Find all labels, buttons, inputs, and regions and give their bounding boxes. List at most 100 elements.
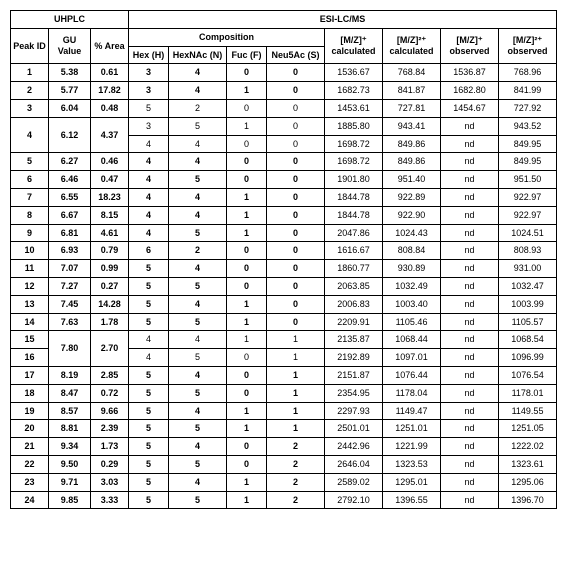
header-gu-value: GU Value <box>49 28 91 64</box>
cell-peak: 24 <box>11 491 49 509</box>
cell-mz1-obs: nd <box>441 117 499 135</box>
header-neu5ac: Neu5Ac (S) <box>267 46 325 64</box>
cell-peak: 2 <box>11 82 49 100</box>
cell-mz1-obs: nd <box>441 366 499 384</box>
table-row: 25.7717.8234101682.73841.871682.80841.99 <box>11 82 557 100</box>
cell-neu5ac: 0 <box>267 64 325 82</box>
cell-hexnac: 4 <box>169 438 227 456</box>
cell-mz2-calc: 930.89 <box>383 260 441 278</box>
cell-mz1-obs: nd <box>441 135 499 153</box>
cell-neu5ac: 0 <box>267 153 325 171</box>
cell-hexnac: 5 <box>169 171 227 189</box>
cell-mz2-calc: 951.40 <box>383 171 441 189</box>
cell-mz2-calc: 1178.04 <box>383 384 441 402</box>
cell-hex: 5 <box>129 473 169 491</box>
cell-peak: 17 <box>11 366 49 384</box>
table-row: 106.930.7962001616.67808.84nd808.93 <box>11 242 557 260</box>
cell-hexnac: 4 <box>169 82 227 100</box>
cell-fuc: 0 <box>227 260 267 278</box>
cell-hex: 4 <box>129 224 169 242</box>
cell-hexnac: 2 <box>169 242 227 260</box>
cell-mz2-calc: 849.86 <box>383 153 441 171</box>
cell-area: 14.28 <box>91 295 129 313</box>
cell-fuc: 1 <box>227 491 267 509</box>
cell-hex: 3 <box>129 64 169 82</box>
cell-hexnac: 4 <box>169 473 227 491</box>
cell-mz2-obs: 1003.99 <box>499 295 557 313</box>
table-row: 249.853.3355122792.101396.55nd1396.70 <box>11 491 557 509</box>
header-composition: Composition <box>129 28 325 46</box>
cell-gu: 6.46 <box>49 171 91 189</box>
cell-fuc: 1 <box>227 224 267 242</box>
cell-neu5ac: 0 <box>267 224 325 242</box>
table-row: 117.070.9954001860.77930.89nd931.00 <box>11 260 557 278</box>
cell-hex: 4 <box>129 206 169 224</box>
cell-hex: 4 <box>129 153 169 171</box>
cell-peak: 8 <box>11 206 49 224</box>
cell-peak: 6 <box>11 171 49 189</box>
cell-hexnac: 4 <box>169 153 227 171</box>
cell-hex: 5 <box>129 384 169 402</box>
cell-hexnac: 4 <box>169 295 227 313</box>
cell-peak: 3 <box>11 99 49 117</box>
cell-hex: 4 <box>129 188 169 206</box>
table-row: 86.678.1544101844.78922.90nd922.97 <box>11 206 557 224</box>
cell-mz2-calc: 841.87 <box>383 82 441 100</box>
cell-fuc: 1 <box>227 313 267 331</box>
cell-mz1-obs: nd <box>441 313 499 331</box>
cell-neu5ac: 0 <box>267 135 325 153</box>
table-row: 239.713.0354122589.021295.01nd1295.06 <box>11 473 557 491</box>
cell-neu5ac: 0 <box>267 99 325 117</box>
cell-mz2-obs: 1076.54 <box>499 366 557 384</box>
cell-mz1-calc: 2209.91 <box>325 313 383 331</box>
table-body: 15.380.6134001536.67768.841536.87768.962… <box>11 64 557 509</box>
cell-area: 3.33 <box>91 491 129 509</box>
table-row: 147.631.7855102209.911105.46nd1105.57 <box>11 313 557 331</box>
cell-mz1-calc: 2589.02 <box>325 473 383 491</box>
cell-fuc: 0 <box>227 135 267 153</box>
cell-hexnac: 5 <box>169 384 227 402</box>
cell-hex: 4 <box>129 349 169 367</box>
header-area: % Area <box>91 28 129 64</box>
cell-area: 0.79 <box>91 242 129 260</box>
cell-fuc: 0 <box>227 171 267 189</box>
cell-peak: 20 <box>11 420 49 438</box>
cell-neu5ac: 1 <box>267 402 325 420</box>
cell-peak: 5 <box>11 153 49 171</box>
cell-fuc: 0 <box>227 384 267 402</box>
cell-fuc: 0 <box>227 64 267 82</box>
cell-neu5ac: 0 <box>267 171 325 189</box>
cell-hex: 5 <box>129 402 169 420</box>
cell-hexnac: 2 <box>169 99 227 117</box>
cell-peak: 12 <box>11 277 49 295</box>
cell-gu: 6.93 <box>49 242 91 260</box>
cell-mz1-obs: nd <box>441 206 499 224</box>
cell-peak: 10 <box>11 242 49 260</box>
cell-hex: 5 <box>129 491 169 509</box>
table-row: 46.124.3735101885.80943.41nd943.52 <box>11 117 557 135</box>
cell-mz2-obs: 768.96 <box>499 64 557 82</box>
cell-mz2-calc: 1032.49 <box>383 277 441 295</box>
cell-mz1-calc: 2192.89 <box>325 349 383 367</box>
cell-hex: 4 <box>129 171 169 189</box>
cell-neu5ac: 0 <box>267 295 325 313</box>
cell-gu: 8.81 <box>49 420 91 438</box>
cell-mz1-calc: 2151.87 <box>325 366 383 384</box>
table-row: 127.270.2755002063.851032.49nd1032.47 <box>11 277 557 295</box>
cell-area: 0.29 <box>91 455 129 473</box>
cell-mz2-calc: 1149.47 <box>383 402 441 420</box>
cell-mz1-calc: 2135.87 <box>325 331 383 349</box>
cell-mz2-calc: 943.41 <box>383 117 441 135</box>
cell-mz2-obs: 727.92 <box>499 99 557 117</box>
cell-mz2-obs: 922.97 <box>499 188 557 206</box>
cell-mz2-calc: 1068.44 <box>383 331 441 349</box>
cell-mz2-obs: 1295.06 <box>499 473 557 491</box>
cell-mz2-obs: 1251.05 <box>499 420 557 438</box>
cell-hex: 5 <box>129 295 169 313</box>
header-mz1-calc: [M/Z]⁺ calculated <box>325 28 383 64</box>
cell-neu5ac: 1 <box>267 331 325 349</box>
cell-area: 0.99 <box>91 260 129 278</box>
cell-mz1-obs: nd <box>441 402 499 420</box>
cell-hexnac: 4 <box>169 331 227 349</box>
cell-fuc: 1 <box>227 117 267 135</box>
